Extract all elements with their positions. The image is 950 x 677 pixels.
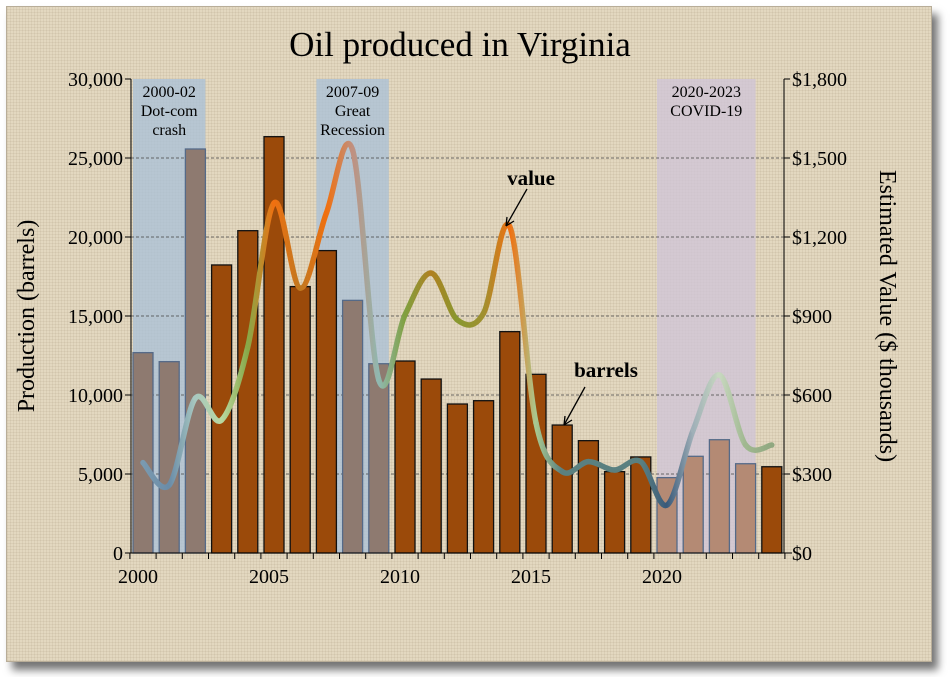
x-tick-label: 2015 (511, 566, 551, 588)
y2-tick-label: $1,500 (792, 148, 847, 170)
bar-2023 (734, 463, 757, 554)
barrels-arrow (563, 386, 586, 426)
value-line-segment-2020 (664, 427, 696, 508)
y2-tick-label: $0 (792, 543, 812, 565)
chart-title: Oil produced in Virginia (289, 25, 631, 64)
value-line-segment-2022 (716, 372, 749, 448)
y-tick-label: 10,000 (68, 385, 123, 407)
bar-2009 (368, 363, 390, 554)
y-tick-label: 5,000 (78, 464, 123, 486)
bar-2018 (603, 470, 626, 554)
value-line-segment-2014 (507, 223, 539, 426)
value-line-segment-2008 (349, 147, 382, 383)
band-label: Dot-com (141, 103, 198, 120)
value-line-segment-2011 (428, 270, 461, 323)
barrels-annotation: barrels (574, 358, 638, 382)
bar-2015 (525, 373, 547, 554)
value-line-segment-2023 (742, 442, 775, 453)
y2-tick-label: $300 (792, 464, 832, 486)
bar-2007 (315, 249, 338, 554)
y2-tick-label: $900 (792, 306, 832, 328)
band-label: 2007-09 (326, 84, 379, 101)
x-tick-label: 2010 (380, 566, 420, 588)
bar-2010 (394, 360, 416, 554)
y-tick-label: 25,000 (68, 148, 123, 170)
y-tick-label: 30,000 (68, 69, 123, 91)
y-axis-label: Production (barrels) (14, 220, 40, 413)
y2-tick-label: $1,800 (792, 69, 847, 91)
y2-axis-label: Estimated Value ($ thousands) (874, 170, 900, 462)
x-tick-label: 2000 (118, 566, 158, 588)
value-annotation: value (507, 166, 555, 190)
band-label: Recession (320, 122, 385, 139)
bar-2011 (420, 378, 442, 554)
value-line-segment-2001 (166, 395, 199, 488)
value-line-segment-2010 (402, 270, 434, 318)
y-tick-label: 0 (113, 543, 123, 565)
y2-tick-label: $600 (792, 385, 832, 407)
band-label: Great (335, 103, 371, 120)
value-line-segment-2003 (218, 344, 251, 423)
value-line-segment-2007 (323, 140, 356, 216)
bar-2002 (184, 148, 207, 554)
y-tick-label: 20,000 (68, 227, 123, 249)
value-line-segment-2000 (140, 459, 172, 491)
bar-2016 (551, 424, 573, 554)
y2-tick-label: $1,200 (792, 227, 847, 249)
value-line-segment-2005 (271, 200, 303, 291)
value-line-segment-2012 (454, 310, 487, 328)
value-line-segment-2004 (245, 200, 277, 350)
band-label: COVID-19 (670, 103, 742, 120)
barrels-arrow-head (563, 415, 573, 426)
value-line-segment-2013 (480, 221, 513, 316)
bar-2021 (682, 455, 704, 554)
band-label: 2000-02 (143, 84, 196, 101)
bar-2000 (132, 352, 154, 554)
bar-2012 (446, 403, 469, 554)
bar-2022 (708, 439, 731, 554)
value-line-segment-2006 (297, 210, 330, 291)
y-tick-label: 15,000 (68, 306, 123, 328)
bar-2014 (499, 330, 521, 554)
x-tick-label: 2005 (249, 566, 289, 588)
bar-2024 (761, 466, 783, 554)
bar-2004 (237, 230, 259, 554)
value-line-segment-2009 (376, 312, 408, 389)
bar-2017 (577, 440, 600, 554)
band-label: crash (152, 122, 186, 139)
bar-2006 (289, 285, 311, 554)
bar-2013 (472, 400, 495, 554)
bar-2008 (341, 299, 364, 554)
band-label: 2020-2023 (672, 84, 741, 101)
value-arrow (505, 188, 528, 227)
bar-2005 (263, 136, 285, 554)
x-tick-label: 2020 (642, 566, 682, 588)
value-arrow-head (505, 216, 515, 227)
